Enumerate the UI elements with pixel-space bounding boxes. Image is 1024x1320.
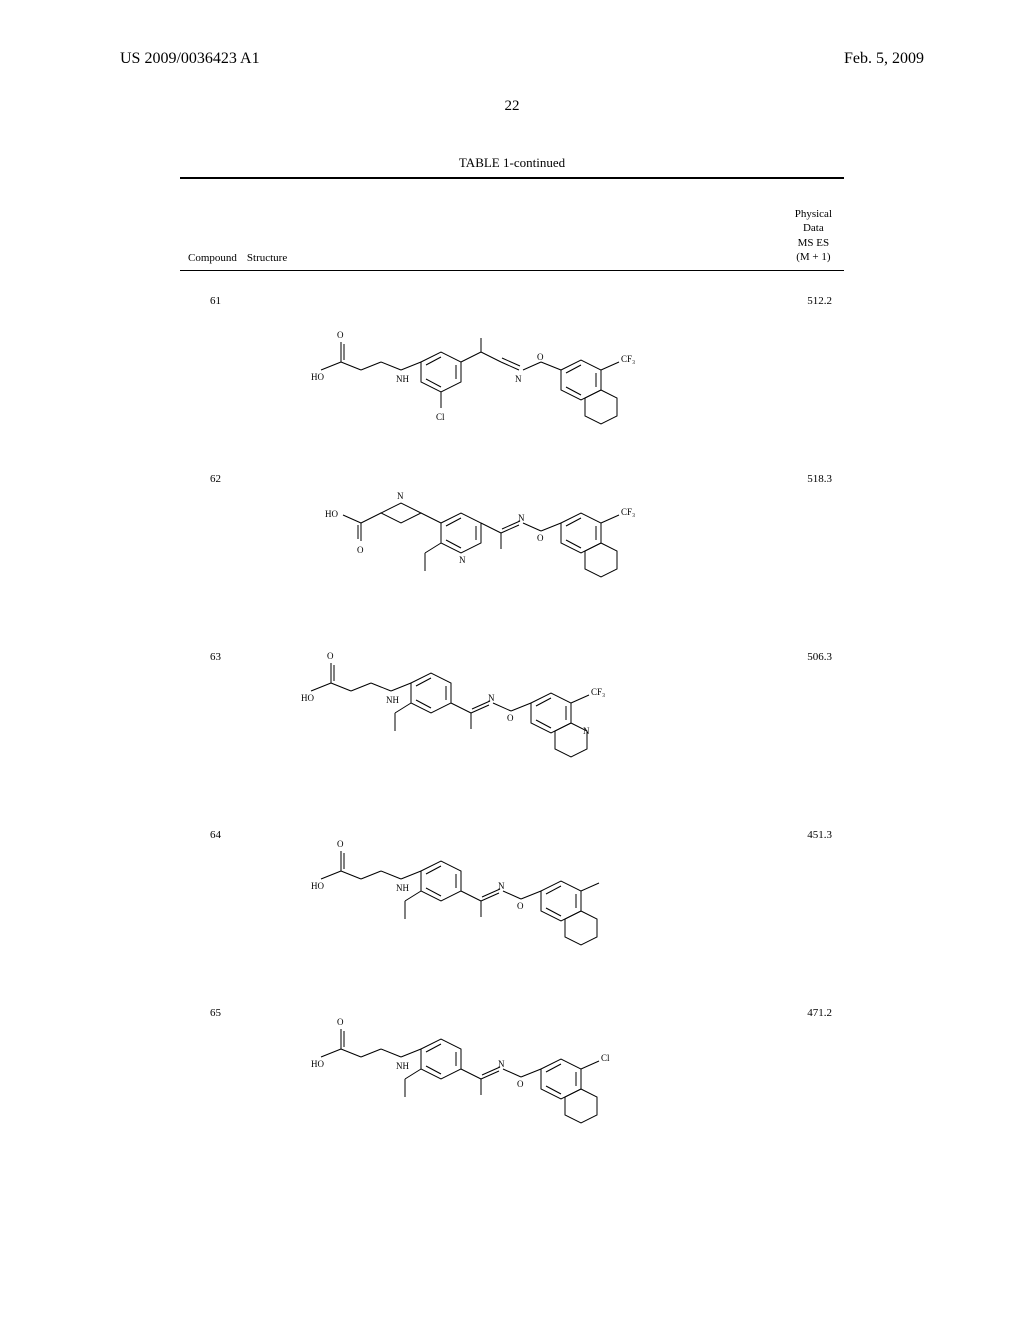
- label-Cl: Cl: [436, 412, 445, 422]
- label-N: N: [498, 881, 505, 891]
- label-N: N: [488, 693, 495, 703]
- label-HO: HO: [325, 509, 338, 519]
- label-HO: HO: [311, 881, 324, 891]
- label-O: O: [337, 1017, 344, 1027]
- physical-data: 506.3: [762, 641, 832, 663]
- compound-id: 63: [210, 641, 260, 663]
- table-row: 65: [180, 993, 844, 1171]
- compound-structure: HO O N N N O CF₃: [260, 463, 762, 633]
- label-O2: O: [507, 713, 514, 723]
- compound-id: 62: [210, 463, 260, 485]
- physical-data: 451.3: [762, 819, 832, 841]
- label-O: O: [327, 651, 334, 661]
- compound-id: 65: [210, 997, 260, 1019]
- label-NH: NH: [396, 1061, 409, 1071]
- label-O2: O: [517, 901, 524, 911]
- label-NH: NH: [396, 883, 409, 893]
- page-header: US 2009/0036423 A1 Feb. 5, 2009: [0, 0, 1024, 68]
- label-N: N: [498, 1059, 505, 1069]
- label-HO: HO: [301, 693, 314, 703]
- label-HO: HO: [311, 372, 324, 382]
- label-N2: N: [459, 555, 466, 565]
- compound-table: TABLE 1-continued Compound Structure Phy…: [180, 155, 844, 1171]
- label-O: O: [357, 545, 364, 555]
- compound-id: 61: [210, 285, 260, 307]
- physical-data: 471.2: [762, 997, 832, 1019]
- col-physical-data: Physical Data MS ES (M + 1): [795, 207, 832, 264]
- label-O: O: [337, 839, 344, 849]
- publication-number: US 2009/0036423 A1: [120, 50, 260, 68]
- table-row: 61: [180, 281, 844, 459]
- label-CF3: CF₃: [621, 354, 635, 364]
- label-N2: N: [583, 726, 590, 736]
- table-rows: 61: [180, 281, 844, 1171]
- col-structure: Structure: [247, 252, 287, 264]
- page-number: 22: [0, 98, 1024, 115]
- compound-structure: HO O NH N O Cl: [260, 997, 762, 1167]
- label-NH: NH: [386, 695, 399, 705]
- physical-data: 512.2: [762, 285, 832, 307]
- label-O2: O: [537, 533, 544, 543]
- table-row: 62: [180, 459, 844, 637]
- label-NH: NH: [396, 374, 409, 384]
- column-headers: Compound Structure Physical Data MS ES (…: [180, 179, 844, 270]
- physical-data: 518.3: [762, 463, 832, 485]
- compound-id: 64: [210, 819, 260, 841]
- label-CF3: CF₃: [621, 507, 635, 517]
- label-N: N: [397, 491, 404, 501]
- table-row: 63: [180, 637, 844, 815]
- label-O: O: [337, 330, 344, 340]
- label-N3: N: [518, 513, 525, 523]
- compound-structure: HO O NH N O CF₃ N: [260, 641, 762, 811]
- label-O2: O: [517, 1079, 524, 1089]
- compound-structure: HO O NH N O: [260, 819, 762, 989]
- label-Cl: Cl: [601, 1053, 610, 1063]
- publication-date: Feb. 5, 2009: [844, 50, 924, 68]
- label-HO: HO: [311, 1059, 324, 1069]
- table-row: 64: [180, 815, 844, 993]
- label-N: N: [515, 374, 522, 384]
- table-rule-header: [180, 270, 844, 271]
- compound-structure: HO O NH Cl N O CF₃: [260, 285, 762, 455]
- table-title: TABLE 1-continued: [180, 155, 844, 171]
- label-O2: O: [537, 352, 544, 362]
- label-CF3: CF₃: [591, 687, 605, 697]
- col-compound: Compound: [188, 252, 237, 264]
